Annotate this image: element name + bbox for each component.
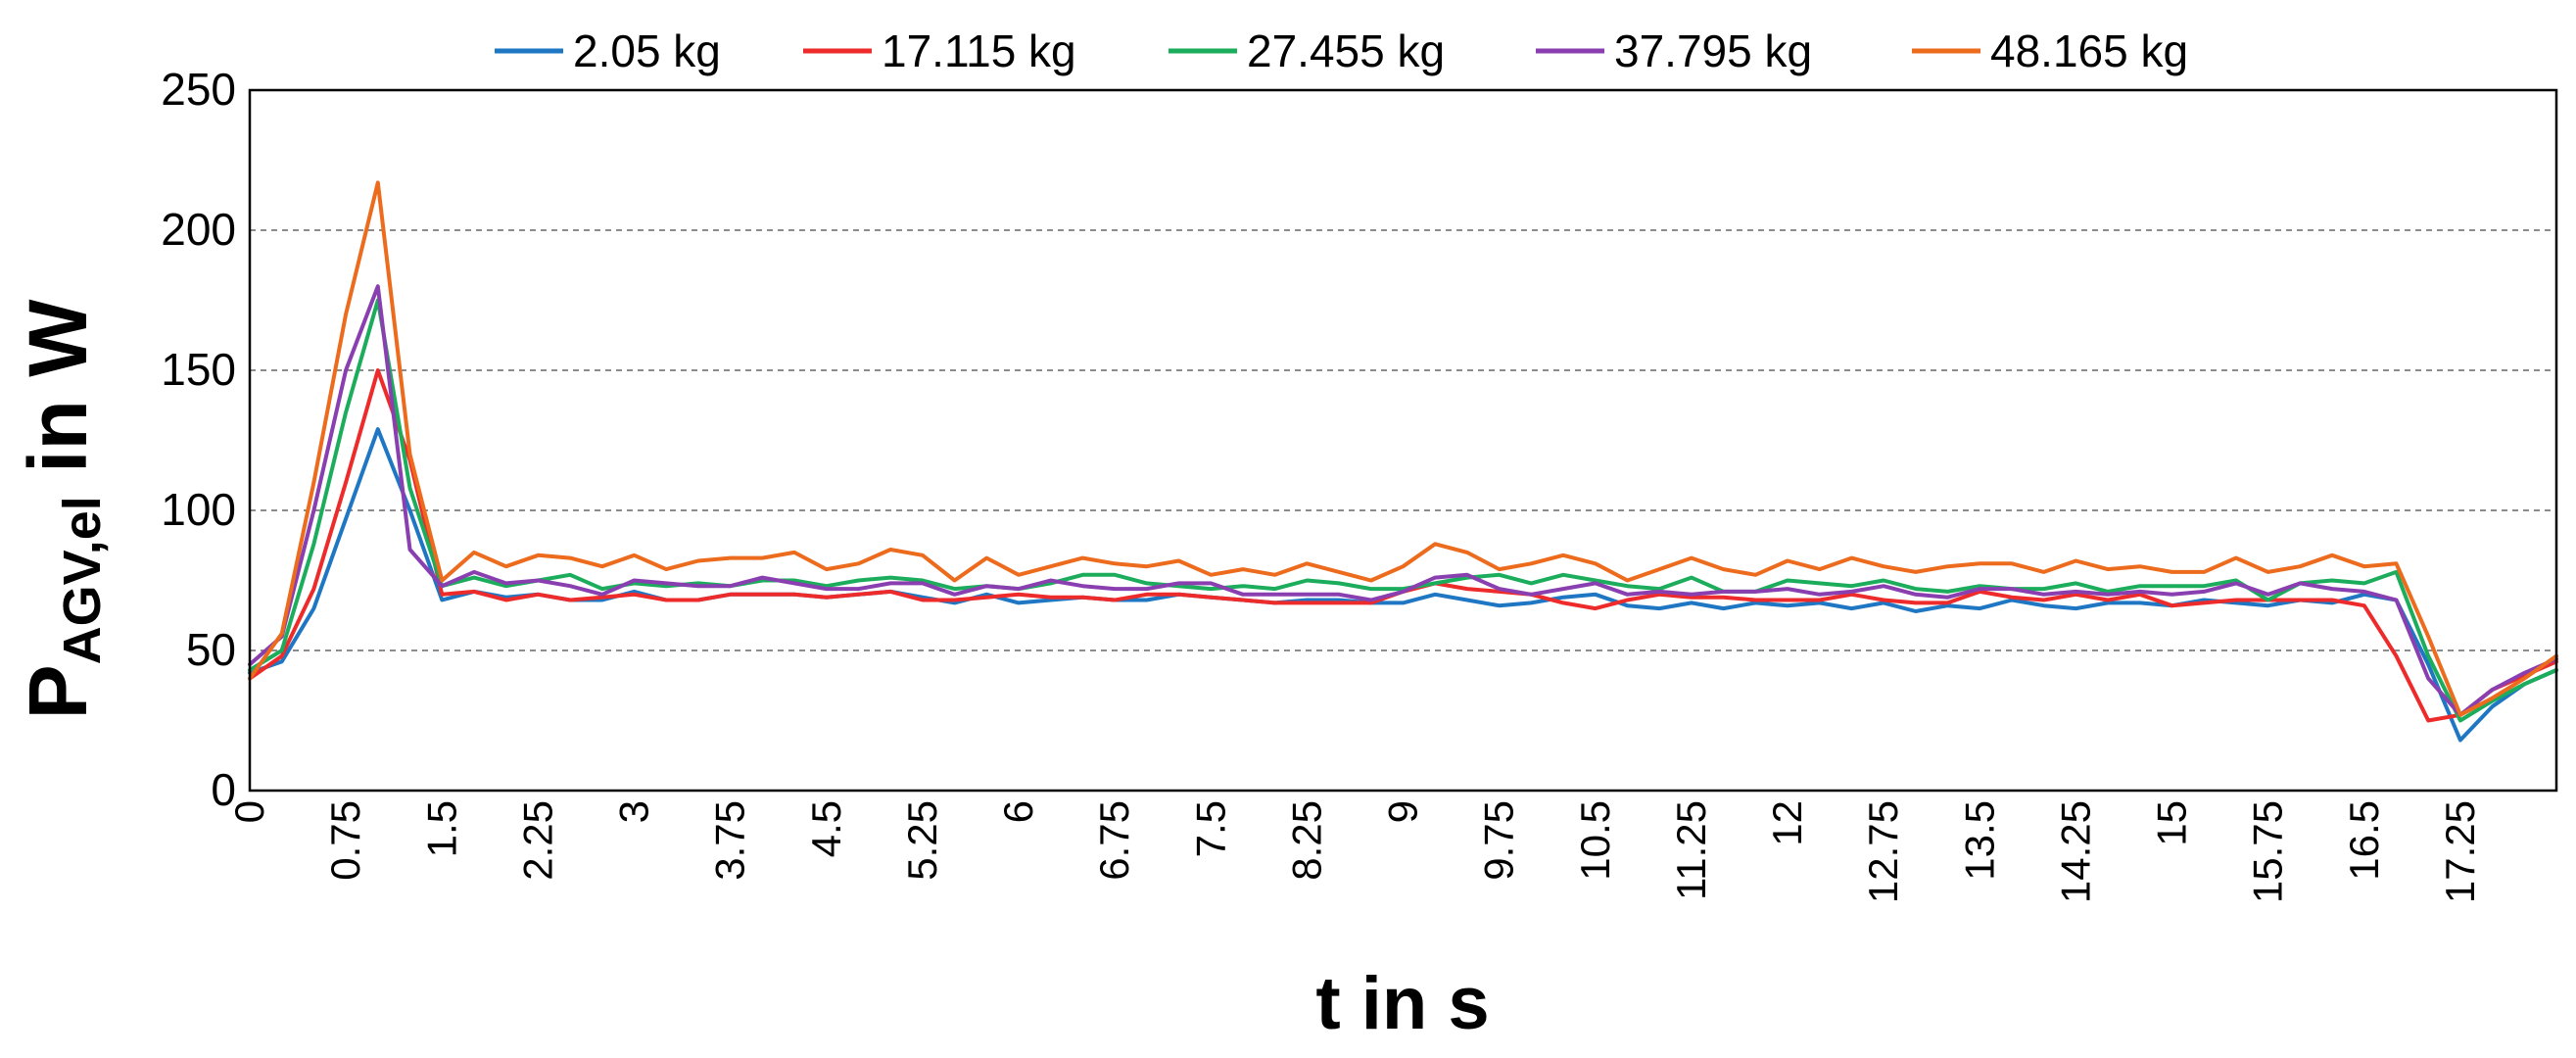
legend: 2.05 kg 17.115 kg 27.455 kg 37.795 kg 48.165…: [495, 25, 2188, 76]
legend-item: 17.115 kg: [803, 25, 1076, 76]
x-tick-label: 10.5: [1572, 800, 1618, 881]
x-tick-label: 2.25: [514, 800, 560, 881]
x-tick-label: 6.75: [1091, 800, 1137, 881]
y-tick-label: 100: [161, 484, 236, 535]
y-axis-label: PAGV,el in W: [12, 299, 112, 719]
series-line: [248, 298, 2558, 723]
series-line: [248, 180, 2558, 717]
series-line: [248, 368, 2558, 723]
x-tick-label: 14.25: [2052, 800, 2098, 903]
x-axis-label: t in s: [1315, 962, 1489, 1045]
x-tick-label: 7.5: [1187, 800, 1233, 857]
x-tick-label: 3: [611, 800, 657, 823]
x-tick-label: 0.75: [322, 800, 368, 881]
series-line: [248, 284, 2558, 717]
x-tick-label: 3.75: [707, 800, 753, 881]
x-tick-label: 6: [995, 800, 1041, 823]
gridlines: [250, 229, 2556, 651]
y-tick-label: 250: [161, 64, 236, 115]
x-tick-label: 15.75: [2245, 800, 2291, 903]
y-tick-label: 50: [186, 624, 236, 675]
y-axis-label-main: P: [12, 664, 104, 719]
legend-item: 27.455 kg: [1169, 25, 1445, 76]
legend-item: 48.165 kg: [1912, 25, 2188, 76]
legend-label: 27.455 kg: [1247, 25, 1445, 76]
y-axis-label-subscript: AGV,el: [53, 496, 112, 664]
legend-item: 37.795 kg: [1536, 25, 1812, 76]
x-tick-label: 9.75: [1476, 800, 1522, 881]
x-tick-label: 17.25: [2437, 800, 2483, 903]
legend-label: 37.795 kg: [1614, 25, 1812, 76]
x-tick-label: 4.5: [803, 800, 849, 857]
legend-item: 2.05 kg: [495, 25, 721, 76]
x-tick-label: 15: [2149, 800, 2195, 846]
plot-frame: [248, 88, 2558, 793]
x-tick-label: 5.25: [899, 800, 945, 881]
x-tick-label: 12: [1764, 800, 1810, 846]
x-tick-label: 11.25: [1668, 800, 1714, 900]
y-tick-labels: 0 50 100 150 200 250: [161, 64, 236, 815]
x-tick-label: 16.5: [2341, 800, 2387, 881]
y-axis-label-unit: in W: [12, 299, 104, 496]
series-lines: [248, 180, 2558, 743]
legend-label: 17.115 kg: [882, 25, 1076, 76]
legend-label: 2.05 kg: [573, 25, 721, 76]
x-tick-label: 12.75: [1860, 800, 1906, 903]
x-tick-label: 13.5: [1956, 800, 2002, 881]
x-tick-label: 9: [1380, 800, 1426, 823]
x-tick-label: 8.25: [1283, 800, 1329, 881]
y-tick-label: 0: [211, 764, 236, 815]
y-tick-label: 150: [161, 344, 236, 395]
x-tick-label: 1.5: [418, 800, 464, 857]
y-tick-label: 200: [161, 204, 236, 255]
x-tick-labels: 0 0.75 1.5 2.25 3 3.75 4.5 5.25 6 6.75 7.5 8.25 9 9.7…: [226, 800, 2483, 903]
legend-label: 48.165 kg: [1990, 25, 2188, 76]
x-tick-label: 0: [226, 800, 272, 823]
